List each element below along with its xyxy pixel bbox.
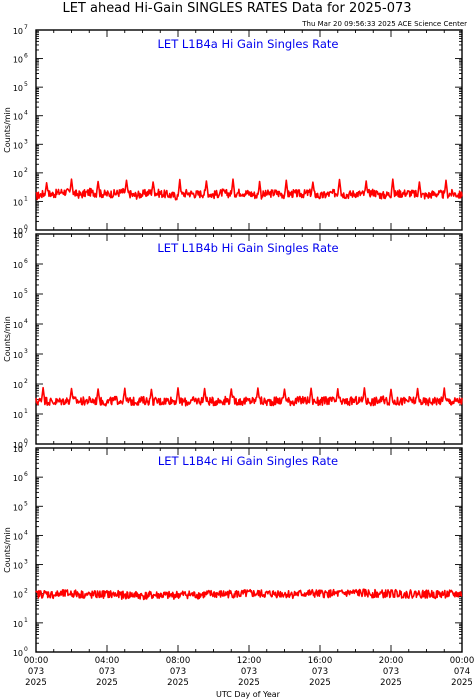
y-tick-label: 10 bbox=[13, 441, 23, 450]
y-tick-exponent: 2 bbox=[24, 167, 28, 174]
y-tick-label: 10 bbox=[13, 261, 23, 270]
y-tick-label: 10 bbox=[13, 198, 23, 207]
panel-title: LET L1B4a Hi Gain Singles Rate bbox=[158, 37, 339, 51]
figure-title: LET ahead Hi-Gain SINGLES RATES Data for… bbox=[62, 1, 411, 16]
y-tick-exponent: 6 bbox=[24, 53, 28, 60]
rate-series-line bbox=[35, 178, 463, 201]
y-tick-exponent: 1 bbox=[24, 617, 28, 624]
y-tick-label: 10 bbox=[13, 231, 23, 240]
y-tick-exponent: 4 bbox=[24, 529, 28, 536]
y-tick-label: 10 bbox=[13, 620, 23, 629]
y-axis-label: Counts/min bbox=[3, 316, 12, 362]
y-tick-exponent: 4 bbox=[24, 110, 28, 117]
y-tick-label: 10 bbox=[13, 381, 23, 390]
y-tick-exponent: 7 bbox=[24, 228, 28, 235]
y-tick-exponent: 7 bbox=[24, 442, 28, 449]
plot-frame bbox=[35, 447, 463, 653]
y-tick-exponent: 3 bbox=[24, 348, 28, 355]
y-tick-label: 10 bbox=[13, 591, 23, 600]
plot-frame bbox=[35, 29, 463, 231]
y-tick-label: 10 bbox=[13, 649, 23, 658]
y-tick-exponent: 5 bbox=[24, 288, 28, 295]
y-tick-label: 10 bbox=[13, 474, 23, 483]
y-tick-label: 10 bbox=[13, 291, 23, 300]
y-tick-label: 10 bbox=[13, 351, 23, 360]
panel-title: LET L1B4b Hi Gain Singles Rate bbox=[157, 241, 338, 255]
generation-timestamp: Thu Mar 20 09:56:33 2025 ACE Science Cen… bbox=[301, 20, 467, 28]
x-tick-label-day: 074 bbox=[454, 667, 470, 677]
x-tick-label-year: 2025 bbox=[25, 678, 47, 688]
x-tick-label-day: 073 bbox=[312, 667, 328, 677]
y-tick-label: 10 bbox=[13, 56, 23, 65]
x-tick-label-year: 2025 bbox=[96, 678, 118, 688]
y-axis-label: Counts/min bbox=[3, 527, 12, 573]
rate-series-line bbox=[35, 386, 463, 407]
y-tick-label: 10 bbox=[13, 141, 23, 150]
y-tick-exponent: 1 bbox=[24, 195, 28, 202]
y-tick-label: 10 bbox=[13, 532, 23, 541]
y-tick-label: 10 bbox=[13, 411, 23, 420]
x-tick-label-year: 2025 bbox=[451, 678, 473, 688]
y-tick-exponent: 3 bbox=[24, 138, 28, 145]
y-tick-label: 10 bbox=[13, 113, 23, 122]
y-tick-label: 10 bbox=[13, 445, 23, 454]
x-tick-label-time: 00:00 bbox=[450, 656, 475, 666]
y-tick-exponent: 0 bbox=[24, 646, 28, 653]
y-tick-exponent: 0 bbox=[24, 438, 28, 445]
y-tick-exponent: 7 bbox=[24, 24, 28, 31]
x-tick-label-time: 12:00 bbox=[237, 656, 262, 666]
y-tick-label: 10 bbox=[13, 562, 23, 571]
x-tick-label-time: 00:00 bbox=[24, 656, 49, 666]
y-tick-exponent: 1 bbox=[24, 408, 28, 415]
x-tick-label-time: 16:00 bbox=[308, 656, 333, 666]
y-tick-exponent: 3 bbox=[24, 559, 28, 566]
y-tick-exponent: 4 bbox=[24, 318, 28, 325]
x-tick-label-year: 2025 bbox=[238, 678, 260, 688]
y-tick-exponent: 2 bbox=[24, 588, 28, 595]
y-tick-exponent: 0 bbox=[24, 224, 28, 231]
plot-frame bbox=[35, 233, 463, 445]
x-tick-label-time: 08:00 bbox=[166, 656, 191, 666]
x-tick-label-time: 20:00 bbox=[379, 656, 404, 666]
y-tick-label: 10 bbox=[13, 227, 23, 236]
y-axis-label: Counts/min bbox=[3, 107, 12, 153]
y-tick-label: 10 bbox=[13, 170, 23, 179]
y-tick-label: 10 bbox=[13, 27, 23, 36]
y-tick-exponent: 5 bbox=[24, 81, 28, 88]
x-tick-label-day: 073 bbox=[383, 667, 399, 677]
y-tick-exponent: 5 bbox=[24, 500, 28, 507]
rate-series-line bbox=[35, 588, 463, 601]
x-tick-label-day: 073 bbox=[99, 667, 115, 677]
y-tick-exponent: 2 bbox=[24, 378, 28, 385]
x-tick-label-day: 073 bbox=[170, 667, 186, 677]
y-tick-label: 10 bbox=[13, 503, 23, 512]
panel-title: LET L1B4c Hi Gain Singles Rate bbox=[158, 454, 338, 468]
y-tick-label: 10 bbox=[13, 321, 23, 330]
y-tick-exponent: 6 bbox=[24, 258, 28, 265]
x-tick-label-year: 2025 bbox=[309, 678, 331, 688]
x-tick-label-year: 2025 bbox=[380, 678, 402, 688]
x-axis-label: UTC Day of Year bbox=[216, 690, 281, 699]
y-tick-exponent: 6 bbox=[24, 471, 28, 478]
x-tick-label-day: 073 bbox=[28, 667, 44, 677]
y-tick-label: 10 bbox=[13, 84, 23, 93]
x-tick-label-time: 04:00 bbox=[95, 656, 120, 666]
x-tick-label-year: 2025 bbox=[167, 678, 189, 688]
x-tick-label-day: 073 bbox=[241, 667, 257, 677]
